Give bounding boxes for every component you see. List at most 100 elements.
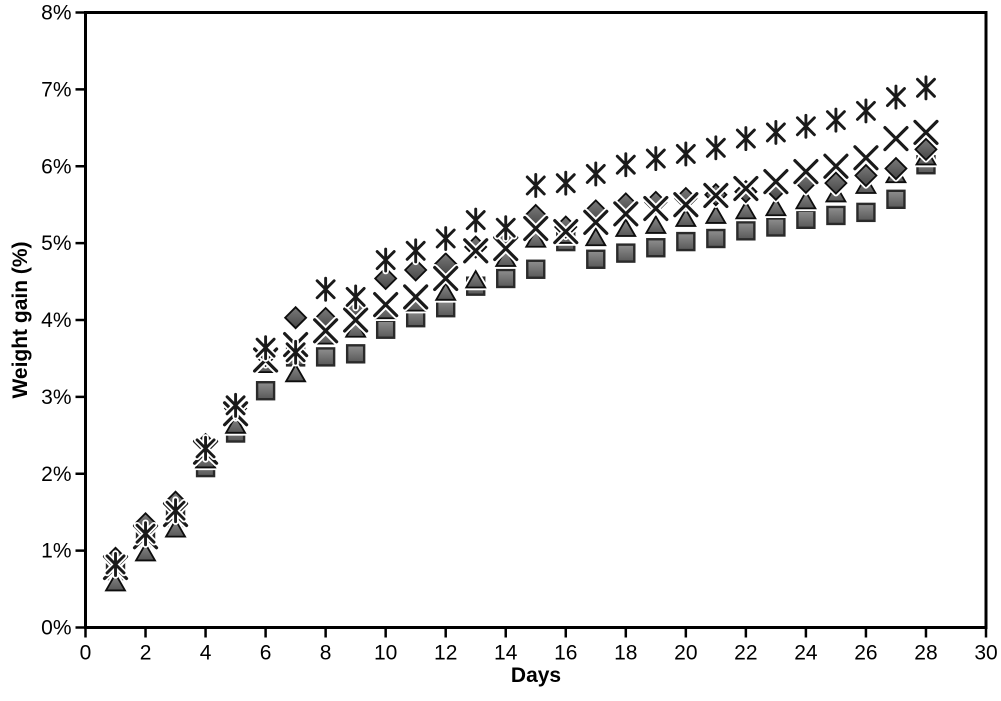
marker-asterisk	[285, 339, 306, 365]
marker-asterisk	[165, 498, 186, 524]
marker-asterisk	[585, 161, 606, 187]
marker-triangle	[734, 200, 757, 220]
x-tick-label: 22	[734, 642, 757, 665]
marker-triangle	[284, 363, 307, 383]
x-tick-label: 12	[434, 642, 457, 665]
marker-x	[583, 209, 609, 235]
x-tick-label: 10	[374, 642, 397, 665]
x-axis-title: Days	[510, 664, 562, 687]
x-tick-label: 26	[854, 642, 877, 665]
marker-x	[763, 169, 789, 195]
x-tick-label: 18	[614, 642, 637, 665]
marker-asterisk	[375, 247, 396, 273]
marker-x	[313, 318, 339, 344]
y-tick-label: 2%	[41, 463, 71, 486]
marker-asterisk	[615, 152, 636, 178]
x-tick-label: 6	[260, 642, 272, 665]
marker-square	[766, 217, 786, 237]
marker-triangle	[524, 228, 547, 248]
marker-square	[616, 243, 636, 263]
marker-square	[375, 319, 396, 339]
y-axis-title: Weight gain (%)	[9, 241, 32, 399]
x-tick-label: 28	[914, 642, 937, 665]
y-tick-label: 8%	[41, 2, 71, 25]
y-tick-label: 4%	[41, 309, 71, 332]
marker-triangle	[584, 226, 607, 247]
marker-square	[736, 221, 756, 241]
marker-x	[673, 192, 699, 218]
y-tick-label: 6%	[41, 155, 71, 178]
marker-asterisk	[645, 146, 666, 172]
marker-asterisk	[435, 226, 456, 251]
x-tick-label: 0	[80, 642, 92, 665]
marker-triangle	[104, 572, 127, 592]
marker-square	[856, 202, 876, 223]
marker-asterisk	[765, 119, 786, 145]
marker-x	[373, 292, 399, 318]
x-tick-label: 30	[974, 642, 997, 665]
y-tick-label: 7%	[41, 78, 71, 101]
marker-asterisk	[675, 141, 696, 167]
marker-diamond	[283, 305, 308, 330]
marker-asterisk	[465, 207, 486, 233]
plot-frame	[84, 11, 988, 629]
marker-x	[703, 182, 729, 209]
marker-asterisk	[195, 435, 216, 461]
marker-x	[823, 153, 849, 179]
marker-x	[463, 238, 489, 264]
marker-asterisk	[705, 135, 726, 161]
marker-asterisk	[795, 113, 816, 139]
x-tick-label: 4	[200, 642, 212, 665]
x-tick-label: 14	[494, 642, 518, 665]
marker-diamond	[403, 258, 428, 282]
marker-triangle	[134, 542, 157, 562]
marker-asterisk	[225, 392, 246, 418]
marker-triangle	[794, 190, 817, 210]
marker-diamond	[914, 137, 938, 162]
marker-x	[913, 119, 939, 146]
marker-asterisk	[495, 215, 516, 241]
marker-asterisk	[105, 552, 126, 577]
marker-diamond	[824, 171, 848, 195]
marker-asterisk	[886, 84, 906, 110]
marker-square	[526, 259, 546, 279]
marker-triangle	[674, 207, 697, 227]
marker-square	[586, 249, 606, 269]
asterisk-series-points	[103, 73, 938, 579]
marker-square	[886, 189, 906, 210]
y-tick-label: 5%	[41, 232, 71, 255]
marker-triangle	[764, 196, 787, 217]
marker-x	[493, 235, 519, 262]
y-tick-label: 1%	[41, 540, 71, 563]
marker-asterisk	[405, 238, 426, 264]
marker-square	[676, 231, 696, 252]
marker-triangle	[644, 214, 667, 234]
marker-x	[523, 215, 549, 242]
marker-x	[343, 307, 369, 333]
marker-square	[826, 205, 846, 226]
x-tick-label: 16	[554, 642, 577, 665]
marker-x	[853, 145, 879, 171]
x-series-points	[101, 117, 941, 583]
marker-asterisk	[735, 126, 756, 152]
marker-triangle	[464, 269, 487, 289]
marker-asterisk	[555, 170, 576, 196]
marker-square	[646, 238, 666, 258]
marker-square	[496, 268, 516, 289]
marker-asterisk	[135, 521, 156, 547]
marker-x	[433, 265, 459, 292]
x-tick-label: 2	[140, 642, 152, 665]
marker-square	[315, 347, 336, 367]
y-tick-label: 0%	[41, 617, 71, 640]
y-tick-label: 3%	[41, 386, 71, 409]
marker-asterisk	[916, 75, 936, 101]
marker-asterisk	[255, 335, 276, 361]
marker-triangle	[164, 518, 187, 538]
marker-asterisk	[855, 98, 876, 124]
marker-asterisk	[825, 107, 846, 133]
marker-asterisk	[315, 276, 336, 302]
marker-triangle	[224, 414, 247, 434]
marker-x	[643, 195, 669, 222]
